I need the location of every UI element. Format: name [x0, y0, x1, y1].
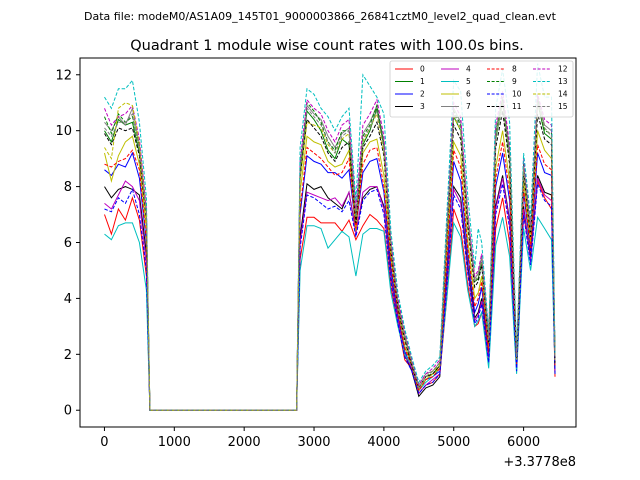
y-tick-label: 2 [64, 348, 72, 363]
series-line-11 [104, 111, 556, 411]
legend-label-5: 5 [466, 77, 471, 86]
legend-label-7: 7 [466, 102, 471, 111]
series-line-9 [104, 99, 556, 411]
chart-title: Quadrant 1 module wise count rates with … [130, 38, 524, 54]
legend-label-8: 8 [512, 65, 517, 74]
legend-label-6: 6 [466, 90, 471, 99]
series-line-2 [104, 151, 556, 411]
series-line-1 [104, 102, 556, 411]
legend-label-3: 3 [420, 102, 425, 111]
y-tick-label: 6 [64, 236, 72, 251]
legend-box [389, 60, 574, 118]
legend-label-12: 12 [558, 65, 568, 74]
y-tick-label: 12 [55, 68, 72, 83]
plot-lines [104, 63, 556, 411]
y-tick-label: 8 [64, 180, 72, 195]
x-tick-label: 0 [100, 435, 108, 450]
legend-label-14: 14 [558, 90, 568, 99]
legend-label-4: 4 [466, 65, 471, 74]
legend-label-0: 0 [420, 65, 425, 74]
y-tick-label: 0 [64, 404, 72, 419]
x-offset-label: +3.3778e8 [503, 455, 576, 470]
x-tick-label: 5000 [437, 435, 470, 450]
x-tick-label: 2000 [228, 435, 261, 450]
series-line-14 [104, 102, 556, 411]
legend-label-1: 1 [420, 77, 425, 86]
x-axis: 0 1000 2000 3000 4000 5000 6000 [100, 427, 540, 450]
y-tick-label: 10 [55, 124, 72, 139]
series-line-10 [104, 183, 556, 411]
y-tick-label: 4 [64, 292, 72, 307]
series-line-4 [104, 178, 556, 411]
legend-label-9: 9 [512, 77, 517, 86]
legend-label-13: 13 [558, 77, 568, 86]
x-tick-label: 3000 [297, 435, 330, 450]
y-axis: 0 2 4 6 8 10 12 [55, 68, 80, 419]
legend-label-15: 15 [558, 102, 568, 111]
x-tick-label: 6000 [507, 435, 540, 450]
series-line-12 [104, 91, 556, 411]
x-tick-label: 1000 [158, 435, 191, 450]
series-line-3 [104, 175, 556, 411]
legend-label-10: 10 [512, 90, 522, 99]
series-line-8 [104, 141, 556, 411]
series-line-0 [104, 180, 556, 411]
x-tick-label: 4000 [367, 435, 400, 450]
legend-label-11: 11 [512, 102, 522, 111]
legend-label-2: 2 [420, 90, 425, 99]
figure-suptitle: Data file: modeM0/AS1A09_145T01_90000038… [84, 10, 557, 23]
series-line-15 [104, 102, 556, 411]
